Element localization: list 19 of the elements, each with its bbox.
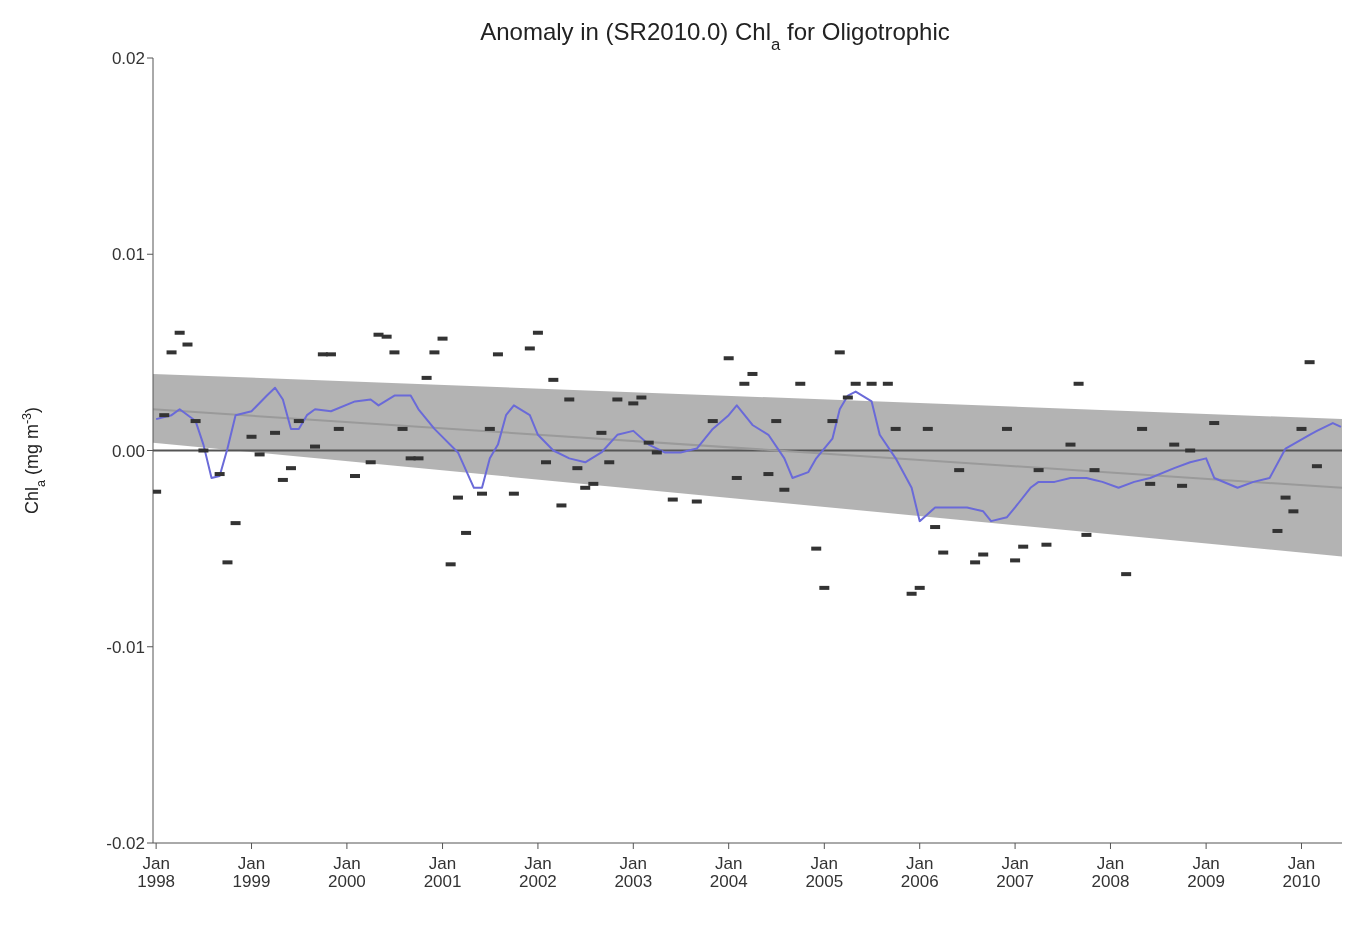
y-tick-label: 0.01 xyxy=(111,245,145,265)
y-tick-label: -0.01 xyxy=(106,637,145,657)
x-tick-label: Jan 1999 xyxy=(232,854,271,891)
chart-title: Anomaly in (SR2010.0) Chl$_{a}$ for Oligotrophic xyxy=(480,18,950,54)
x-tick-label: Jan 2010 xyxy=(1282,854,1321,891)
x-tick-label: Jan 2004 xyxy=(709,854,748,891)
x-tick-label: Jan 2007 xyxy=(996,854,1034,891)
x-tick-label: Jan 2001 xyxy=(423,854,462,891)
x-tick-label: Jan 1998 xyxy=(137,854,176,891)
x-tick-label: Jan 2006 xyxy=(900,854,939,891)
x-tick-label: Jan 2000 xyxy=(327,854,366,891)
x-tick-label: Jan 2008 xyxy=(1091,854,1130,891)
x-tick-label: Jan 2009 xyxy=(1187,854,1226,891)
x-tick-label: Jan 2003 xyxy=(614,854,653,891)
y-tick-label: -0.02 xyxy=(106,834,145,854)
x-tick-label: Jan 2005 xyxy=(805,854,844,891)
y-tick-label: 0.02 xyxy=(111,49,145,69)
y-tick-label: 0.00 xyxy=(111,441,145,461)
x-tick-label: Jan 2002 xyxy=(519,854,557,891)
